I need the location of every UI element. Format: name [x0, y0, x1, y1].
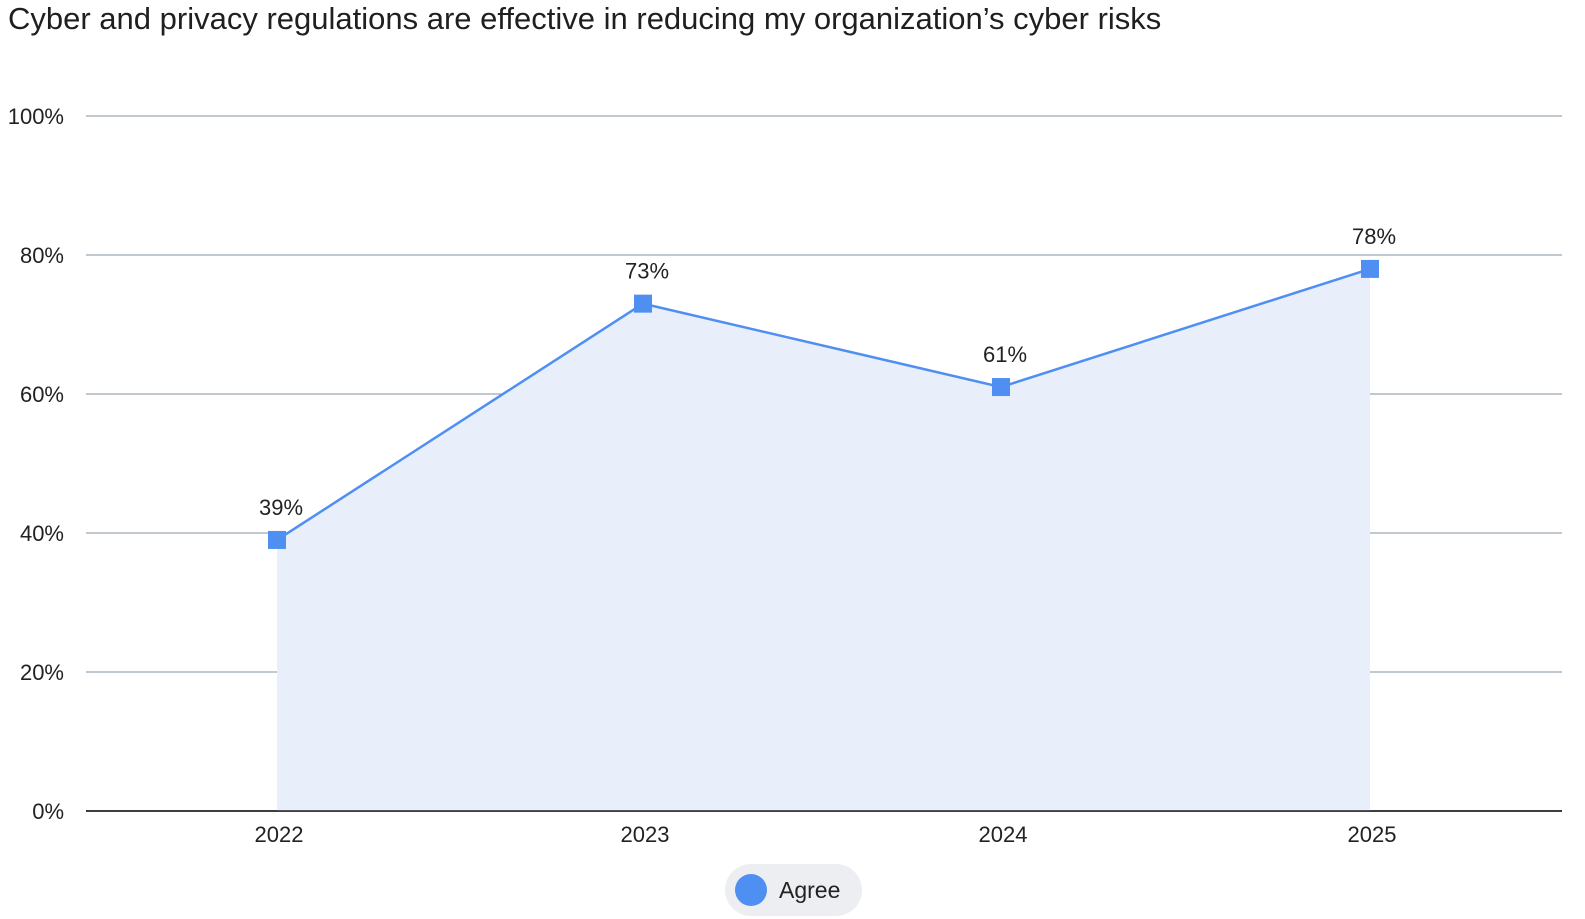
x-tick-label-2025: 2025	[1348, 822, 1397, 847]
series-line	[276, 267, 1371, 542]
legend[interactable]: Agree	[725, 864, 863, 916]
data-marker-2022	[268, 530, 286, 549]
x-axis-tick-labels: 2022 2023 2024 2025	[255, 822, 1397, 847]
data-label-2025: 78%	[1352, 224, 1396, 249]
y-tick-label: 40%	[20, 521, 64, 546]
area-fill	[86, 268, 1562, 812]
data-marker-2025	[1361, 259, 1379, 278]
data-label-2024: 61%	[983, 342, 1027, 367]
legend-label-agree: Agree	[779, 876, 841, 903]
y-axis-tick-labels: 0% 20% 40% 60% 80% 100%	[8, 104, 64, 824]
y-tick-label: 0%	[32, 799, 64, 824]
area-fill-agree	[277, 268, 1370, 811]
data-labels: 39% 73% 61% 78%	[259, 224, 1396, 520]
y-tick-label: 80%	[20, 243, 64, 268]
legend-swatch-agree	[735, 874, 767, 906]
series-line-agree	[276, 267, 1371, 542]
data-marker-2024	[992, 378, 1010, 397]
y-tick-label: 100%	[8, 104, 64, 129]
chart-title: Cyber and privacy regulations are effect…	[8, 1, 1162, 36]
y-tick-label: 60%	[20, 382, 64, 407]
data-label-2022: 39%	[259, 495, 303, 520]
data-label-2023: 73%	[625, 259, 669, 284]
data-marker-2023	[634, 294, 652, 313]
y-tick-label: 20%	[20, 660, 64, 685]
x-tick-label-2022: 2022	[255, 822, 304, 847]
x-tick-label-2024: 2024	[979, 822, 1028, 847]
x-tick-label-2023: 2023	[621, 822, 670, 847]
data-markers	[268, 259, 1379, 549]
